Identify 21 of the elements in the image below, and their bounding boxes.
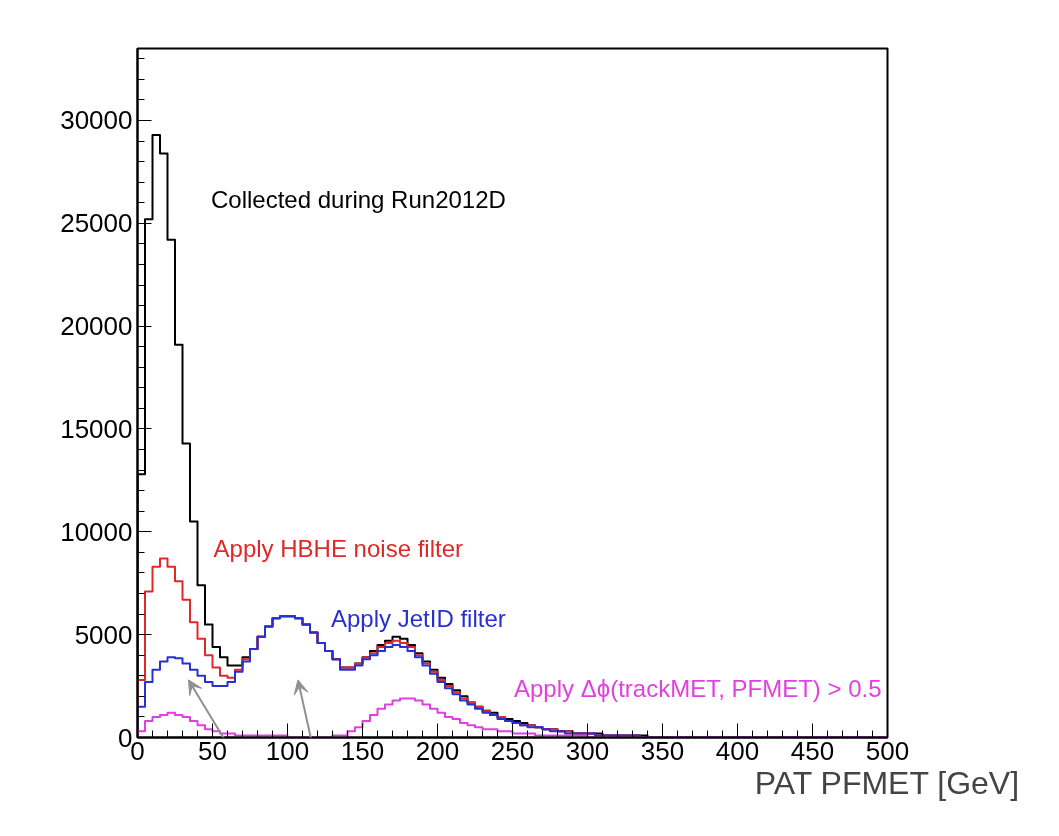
series-label: Apply Δϕ(trackMET, PFMET) > 0.5: [514, 674, 882, 702]
series-label: Apply JetID filter: [331, 604, 506, 632]
y-tick-label: 10000: [60, 516, 133, 547]
series-label: Apply HBHE noise filter: [213, 534, 463, 562]
x-tick-label: 250: [490, 735, 535, 766]
y-tick-label: 20000: [60, 311, 133, 342]
x-tick-label: 100: [265, 735, 310, 766]
x-tick-label: 300: [565, 735, 610, 766]
x-tick-label: 350: [640, 735, 685, 766]
x-tick-label: 400: [715, 735, 760, 766]
y-tick-label: 15000: [60, 413, 133, 444]
x-axis-title: PAT PFMET [GeV]: [754, 764, 1020, 801]
x-tick-label: 450: [790, 735, 835, 766]
y-tick-label: 25000: [60, 208, 133, 239]
y-tick-label: 30000: [60, 105, 133, 136]
y-tick-label: 5000: [74, 619, 133, 650]
x-tick-label: 150: [340, 735, 385, 766]
x-tick-label: 200: [415, 735, 460, 766]
series-label: Collected during Run2012D: [211, 186, 506, 214]
x-tick-label: 500: [865, 735, 910, 766]
x-tick-label: 50: [198, 735, 227, 766]
